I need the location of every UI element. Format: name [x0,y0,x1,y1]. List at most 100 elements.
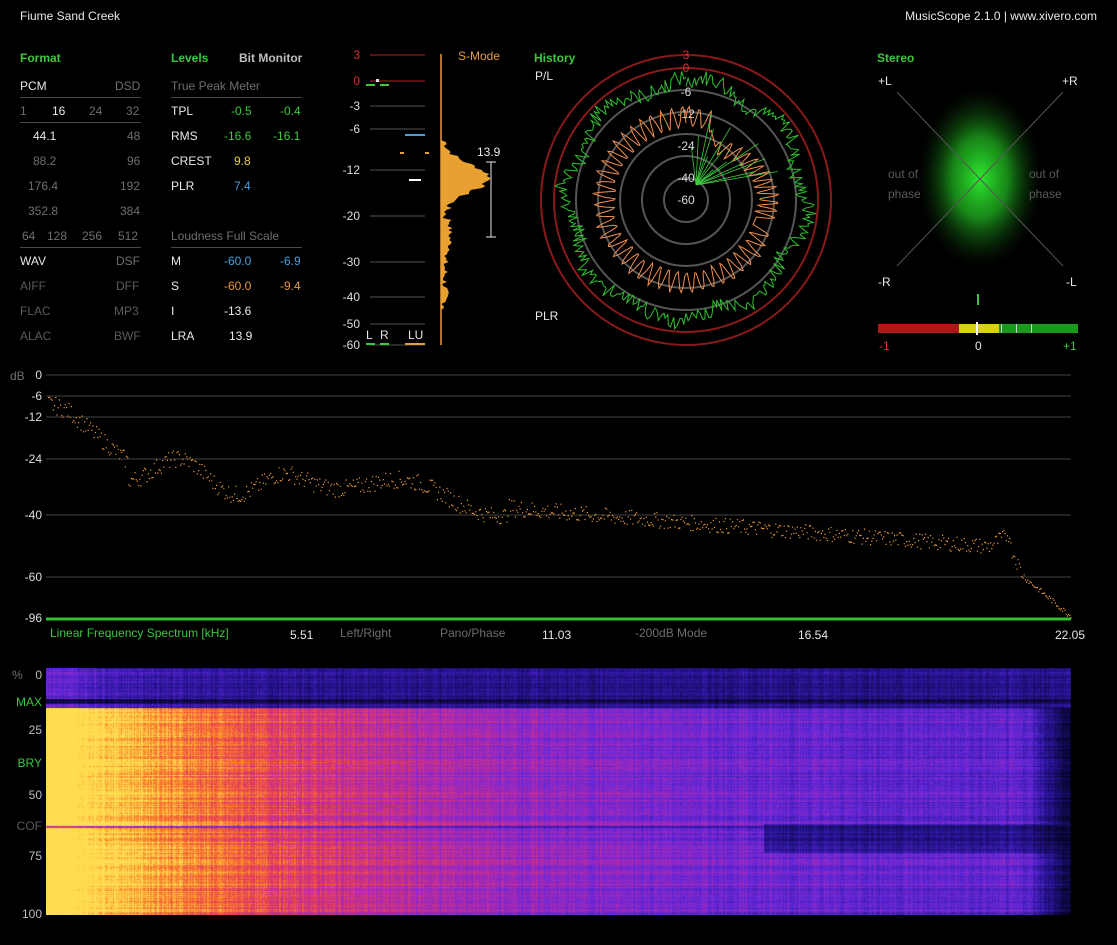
dsd-label[interactable]: DSD [115,79,141,93]
bit-16: 16 [52,104,66,118]
left-right-button[interactable]: Left/Right [340,626,392,640]
stereo-minus-r: -R [878,275,891,289]
rate-48: 48 [127,129,141,143]
level-meter: 3 0 -3 -6 -12 -20 -30 -40 -50 -60 [343,48,496,352]
spectrum-db-tick: -6 [31,389,42,403]
correlation-minus: -1 [879,339,890,353]
levels-header[interactable]: Levels [171,51,209,65]
spectrum-db-tick: -40 [25,508,43,522]
meter-tick-label: -12 [343,163,361,177]
rms-right: -16.1 [273,129,301,143]
container-wav: WAV [20,254,46,268]
rate-96: 96 [127,154,141,168]
dsd-64: 64 [22,229,36,243]
radar-ring-label: -60 [677,193,695,207]
format-header: Format [20,51,61,65]
lra-value: 13.9 [229,329,253,343]
rate-192: 192 [120,179,141,193]
spectrum-plot: 0 -6 -12 -24 -40 -60 -96 [25,368,1072,625]
container-dff: DFF [116,279,140,293]
container-alac: ALAC [20,329,52,343]
pano-phase-button[interactable]: Pano/Phase [440,626,506,640]
spectrogram-label: 100 [21,907,42,921]
bit-32: 32 [126,104,140,118]
out-of-phase-left: out of phase [888,167,921,201]
radar-ring-label: -12 [677,107,695,121]
s-label: S [171,279,180,293]
freq-tick-1: 5.51 [290,628,314,642]
history-radar: 30 -6 -12 -24 -40 -60 [540,48,832,346]
m-label: M [171,254,181,268]
plr-value: 7.4 [234,179,251,193]
plr-label: PLR [171,179,195,193]
s-max: -9.4 [280,279,301,293]
rate-384: 384 [120,204,141,218]
bit-24: 24 [89,104,103,118]
spectrogram-pct-label: % [12,668,23,682]
stereo-minus-l: -L [1066,275,1077,289]
stereo-header[interactable]: Stereo [877,51,915,65]
minus-200db-button[interactable]: -200dB Mode [635,626,708,640]
spectrum-db-tick: -24 [25,452,43,466]
container-aiff: AIFF [20,279,46,293]
radar-ring-label: -6 [681,85,692,99]
rate-352: 352.8 [28,204,59,218]
m-value: -60.0 [224,254,252,268]
rate-88: 88.2 [33,154,57,168]
radar-ring-label: -24 [677,139,695,153]
spectrogram-label: 75 [28,849,42,863]
spectrum-trace [48,396,1072,619]
spectrogram-view [46,668,1071,915]
container-mp3: MP3 [114,304,139,318]
spectrogram-label: 25 [28,723,42,737]
true-peak-title: True Peak Meter [171,79,260,93]
window-title: Fiume Sand Creek [20,9,121,23]
bit-monitor-tab[interactable]: Bit Monitor [239,51,303,65]
meter-tick-label: 0 [353,74,360,88]
loudness-title: Loudness Full Scale [171,229,280,243]
spectrum-title: Linear Frequency Spectrum [kHz] [50,626,229,640]
dsd-512: 512 [118,229,139,243]
spectrogram-label: COF [16,819,42,833]
stereo-goniometer [896,88,1064,268]
spectrogram-label: BRY [17,756,42,770]
container-bwf: BWF [114,329,141,343]
plr-history-label: PLR [535,309,559,323]
history-header[interactable]: History [534,51,576,65]
tpl-label: TPL [171,104,194,118]
out-of-phase-right: out of phase [1029,167,1062,201]
meter-tick-label: -60 [343,338,361,352]
rate-44: 44.1 [33,129,57,143]
meter-tick-label: -6 [349,122,360,136]
spectrogram-label: 50 [28,788,42,802]
lra-readout: 13.9 [477,145,501,159]
meter-lu-label: LU [408,328,424,342]
spectrum-db-tick: 0 [35,368,42,382]
meter-tick-label: -3 [349,99,360,113]
bit-1: 1 [20,104,27,118]
pcm-label[interactable]: PCM [20,79,47,93]
spectrum-db-tick: -60 [25,570,43,584]
s-mode-button[interactable]: S-Mode [458,49,501,63]
radar-ring-label: -40 [677,171,695,185]
container-flac: FLAC [20,304,51,318]
crest-value: 9.8 [234,154,251,168]
tpl-left: -0.5 [231,104,252,118]
meter-tick-label: 3 [353,48,360,62]
spectrum-db-tick: -12 [25,410,43,424]
correlation-plus: +1 [1063,339,1077,353]
spectrogram-label: 0 [35,668,42,682]
meter-tick-label: -30 [343,255,361,269]
dsd-256: 256 [82,229,103,243]
correlation-pointer [977,294,979,305]
meter-l-label: L [366,328,373,342]
radar-ring-label: 3 [683,48,690,62]
meter-tick-label: -20 [343,209,361,223]
correlation-bar [878,322,1078,335]
spectrum-db-label: dB [10,369,25,383]
meter-tick-label: -40 [343,290,361,304]
rate-176: 176.4 [28,179,59,193]
container-dsf: DSF [116,254,140,268]
rms-left: -16.6 [224,129,252,143]
s-value: -60.0 [224,279,252,293]
